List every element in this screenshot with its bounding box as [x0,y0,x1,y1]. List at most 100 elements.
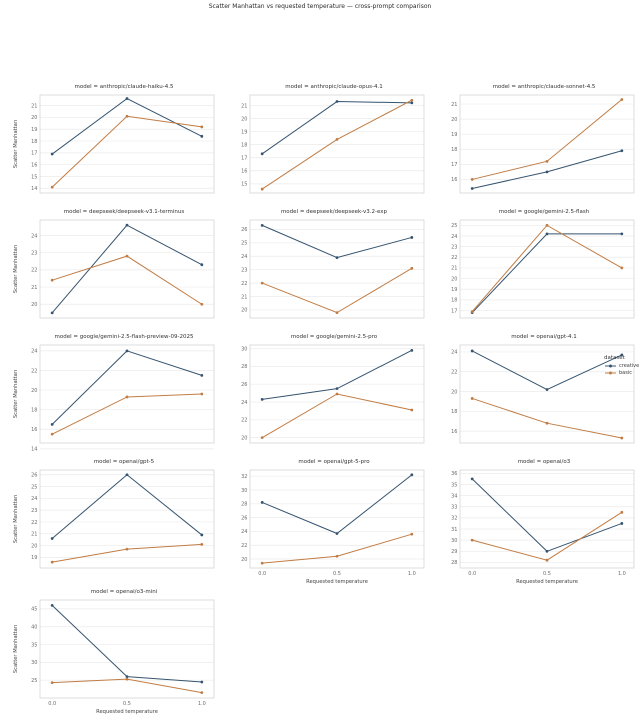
facet-plot: 16 17 18 19 20 21 [451,94,635,194]
creative-point [125,349,129,353]
facet-plot: 20 21 22 23 24 Scatter Manhattan [13,219,215,319]
creative-point [125,473,129,477]
creative-point [335,387,339,391]
facet-title: model = deepseek/deepseek-v3.2-exp [280,209,388,215]
y-tick-label: 26 [31,473,37,479]
y-tick-label: 23 [241,267,247,273]
basic-point [545,159,549,163]
creative-point [200,680,204,684]
y-tick-label: 28 [241,364,247,370]
facet-plot: 20 22 24 26 28 30 32 0.0 0.5 1.0 Requested tempera… [241,469,425,585]
creative-point [545,232,549,236]
y-tick-label: 24 [451,234,457,240]
y-tick-label: 28 [451,560,457,566]
facet-plot: 19 20 21 22 23 24 25 26 Scatter Manhattan [13,469,215,569]
y-tick-label: 22 [31,520,37,526]
facet-6: model = google/gemini-2.5-flash-preview-… [10,333,220,465]
basic-point [335,311,339,315]
facet-title: model = openai/gpt-5-pro [298,459,370,465]
y-tick-label: 15 [31,174,37,180]
facet-2: model = anthropic/claude-sonnet-4.5 16 17 1… [430,83,640,215]
creative-point [470,477,474,481]
facet-title: model = openai/o3-mini [90,589,158,595]
basic-point [620,436,624,440]
y-tick-label: 20 [451,389,457,395]
creative-point [260,223,264,227]
creative-point [335,100,339,103]
basic-point [260,561,264,565]
y-tick-label: 22 [241,281,247,287]
y-tick-label: 19 [241,129,247,135]
basic-point [410,532,414,536]
facet-title: model = anthropic/claude-opus-4.1 [285,84,383,90]
y-tick-label: 26 [241,515,247,521]
y-tick-label: 21 [31,103,37,109]
basic-point [545,421,549,425]
y-axis-label: Scatter Manhattan [13,625,19,673]
basic-point [260,187,264,191]
y-axis-label: Scatter Manhattan [13,245,19,293]
y-tick-label: 17 [31,151,37,157]
y-tick-label: 19 [31,127,37,133]
creative-point [620,232,624,236]
creative-point [125,97,129,100]
y-tick-label: 19 [451,132,457,138]
y-tick-label: 22 [241,543,247,549]
facet-title: model = google/gemini-2.5-flash [498,209,590,215]
basic-point [335,392,339,396]
x-tick-label: 0.0 [258,571,266,577]
facet-plot: 16 18 20 22 24 [451,344,635,444]
y-tick-label: 29 [451,549,457,555]
facet-plot: 15 16 17 18 19 20 21 [241,94,425,194]
basic-point [125,114,129,118]
facet-plot: 17 18 19 20 21 22 23 24 25 [451,219,635,319]
y-tick-label: 24 [31,496,37,502]
y-tick-label: 18 [31,139,37,145]
facet-title: model = openai/gpt-5 [93,459,155,465]
basic-point [260,281,264,285]
basic-point [200,542,204,546]
y-tick-label: 30 [451,538,457,544]
y-tick-label: 33 [451,505,457,511]
creative-point [470,349,474,353]
y-tick-label: 31 [451,527,457,533]
y-tick-label: 20 [31,388,37,394]
x-tick-label: 0.5 [333,571,341,577]
y-tick-label: 24 [241,400,247,406]
y-tick-label: 23 [31,250,37,256]
facet-8: model = openai/gpt-4.1 16 18 20 22 24 [430,333,640,465]
facet-9: model = openai/gpt-5 19 20 21 22 23 24 25 26 Scat… [10,458,220,590]
basic-point [410,266,414,270]
x-tick-label: 1.0 [618,571,626,577]
y-tick-label: 25 [31,484,37,490]
y-tick-label: 23 [451,244,457,250]
basic-point [200,691,204,695]
legend-swatch-icon [605,371,616,374]
y-tick-label: 18 [31,407,37,413]
basic-point [50,681,54,685]
facet-plot: 25 30 35 40 45 0.0 0.5 1.0 Requested temperature… [13,599,215,715]
facet-plot: 20 21 22 23 24 25 26 [241,219,425,319]
x-axis-label: Requested temperature [516,579,578,585]
basic-point [125,677,129,681]
legend-entry-basic: basic [604,369,639,376]
creative-point [125,675,129,679]
y-tick-label: 23 [31,508,37,514]
basic-point [620,266,624,270]
facet-plot: 20 22 24 26 28 30 [241,344,425,444]
y-tick-label: 34 [451,493,457,499]
y-axis-label: Scatter Manhattan [13,120,19,168]
facet-10: model = openai/gpt-5-pro 20 22 24 26 28 30 32 0.… [220,458,430,590]
x-axis-label: Requested temperature [96,709,158,715]
y-tick-label: 21 [31,532,37,538]
creative-point [125,223,129,227]
y-tick-label: 19 [451,287,457,293]
creative-point [620,522,624,525]
basic-point [410,408,414,412]
basic-point [470,178,474,181]
y-tick-label: 14 [31,447,37,453]
basic-point [470,310,474,314]
facet-11: model = openai/o3 28 29 30 31 32 33 34 35 36 0.0 0.… [430,458,640,590]
creative-point [545,388,549,391]
y-tick-label: 26 [241,382,247,388]
